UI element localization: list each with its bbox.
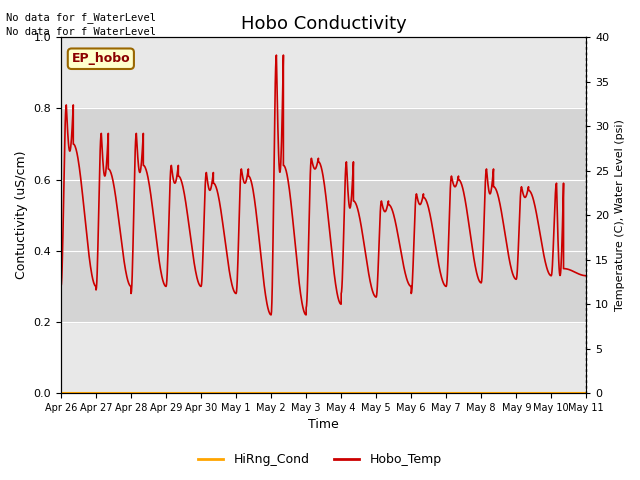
Y-axis label: Temperature (C), Water Level (psi): Temperature (C), Water Level (psi): [615, 120, 625, 311]
Text: No data for f_WaterLevel: No data for f_WaterLevel: [6, 12, 156, 23]
Title: Hobo Conductivity: Hobo Conductivity: [241, 15, 406, 33]
Y-axis label: Contuctivity (uS/cm): Contuctivity (uS/cm): [15, 151, 28, 279]
X-axis label: Time: Time: [308, 419, 339, 432]
Bar: [61, 108, 586, 322]
Text: No data for f_WaterLevel: No data for f_WaterLevel: [6, 26, 156, 37]
Text: EP_hobo: EP_hobo: [72, 52, 130, 65]
Legend: HiRng_Cond, Hobo_Temp: HiRng_Cond, Hobo_Temp: [193, 448, 447, 471]
